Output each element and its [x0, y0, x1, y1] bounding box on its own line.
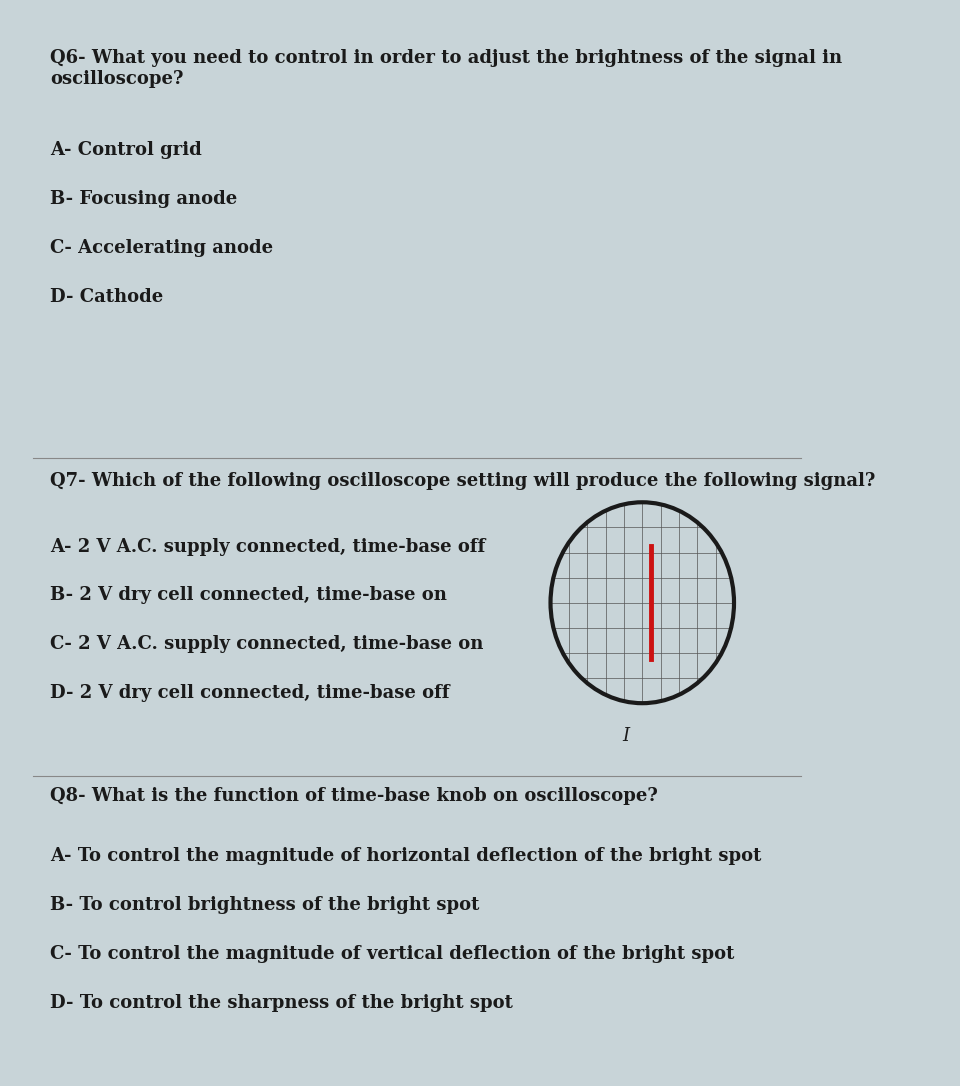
- Text: C- 2 V A.C. supply connected, time-base on: C- 2 V A.C. supply connected, time-base …: [50, 635, 484, 654]
- Text: D- To control the sharpness of the bright spot: D- To control the sharpness of the brigh…: [50, 994, 513, 1012]
- Text: B- To control brightness of the bright spot: B- To control brightness of the bright s…: [50, 896, 479, 914]
- Text: D- Cathode: D- Cathode: [50, 288, 163, 306]
- Text: Q7- Which of the following oscilloscope setting will produce the following signa: Q7- Which of the following oscilloscope …: [50, 472, 876, 491]
- Text: B- 2 V dry cell connected, time-base on: B- 2 V dry cell connected, time-base on: [50, 586, 447, 605]
- Text: C- Accelerating anode: C- Accelerating anode: [50, 239, 274, 257]
- Text: D- 2 V dry cell connected, time-base off: D- 2 V dry cell connected, time-base off: [50, 684, 449, 703]
- Text: B- Focusing anode: B- Focusing anode: [50, 190, 237, 209]
- Text: I: I: [622, 728, 629, 745]
- Text: A- Control grid: A- Control grid: [50, 141, 202, 160]
- Text: C- To control the magnitude of vertical deflection of the bright spot: C- To control the magnitude of vertical …: [50, 945, 734, 963]
- Text: A- 2 V A.C. supply connected, time-base off: A- 2 V A.C. supply connected, time-base …: [50, 538, 486, 556]
- Text: Q8- What is the function of time-base knob on oscilloscope?: Q8- What is the function of time-base kn…: [50, 787, 658, 806]
- Text: Q6- What you need to control in order to adjust the brightness of the signal in
: Q6- What you need to control in order to…: [50, 49, 842, 88]
- Text: A- To control the magnitude of horizontal deflection of the bright spot: A- To control the magnitude of horizonta…: [50, 847, 761, 866]
